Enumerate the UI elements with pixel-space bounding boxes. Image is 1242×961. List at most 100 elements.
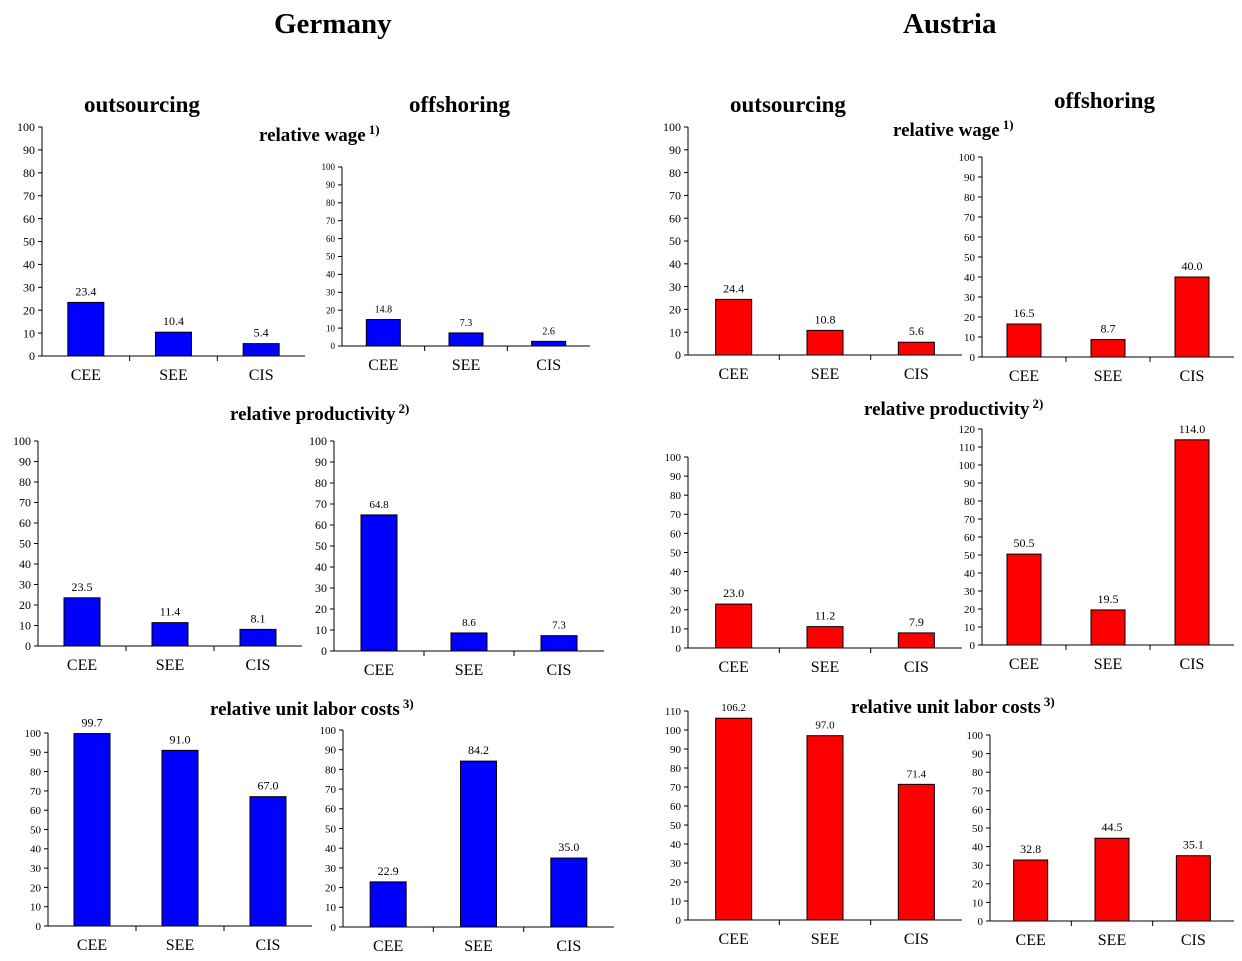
y-tick-label: 90 [30,747,42,759]
y-tick-label: 50 [19,537,31,551]
y-tick-label: 0 [676,915,682,927]
chart-germany-outsourcing-relative-wage: 0 10 20 30 40 50 60 70 80 90 100 23.4 CEE 10.4 SEE 5.4 C… [17,120,305,384]
y-tick-label: 50 [670,547,682,559]
y-tick-label: 20 [972,879,984,891]
value-label-cee: 23.5 [72,580,93,594]
y-tick-label: 90 [315,455,327,469]
y-tick-label: 10 [670,624,682,636]
y-tick-label: 80 [972,767,984,779]
y-tick-label: 80 [964,496,976,508]
y-tick-label: 90 [23,143,35,157]
bar-cis [897,783,935,921]
value-label-cee: 99.7 [82,716,103,730]
y-tick-label: 90 [670,471,682,483]
bar-cis [897,341,935,356]
value-label-cee: 14.8 [375,305,393,316]
bar-cis [1175,855,1211,922]
value-label-see: 8.7 [1101,322,1116,336]
y-tick-label: 50 [964,550,976,562]
bar-cis [550,857,588,928]
y-tick-label: 0 [331,341,336,351]
y-tick-label: 90 [326,180,336,190]
y-tick-label: 100 [959,460,976,472]
y-tick-label: 90 [964,478,976,490]
value-label-cee: 23.4 [75,284,96,298]
y-tick-label: 50 [325,823,337,835]
y-tick-label: 40 [670,566,682,578]
category-label-see: SEE [811,931,839,948]
y-tick-label: 20 [23,303,35,317]
value-label-see: 84.2 [468,743,489,757]
category-label-cee: CEE [1009,656,1039,673]
y-tick-label: 80 [30,766,42,778]
category-label-cee: CEE [77,937,107,954]
y-tick-label: 50 [972,823,984,835]
y-tick-label: 80 [315,476,327,490]
y-tick-label: 60 [964,532,976,544]
y-tick-label: 10 [315,623,327,637]
bar-cis [1174,439,1210,646]
value-label-see: 10.4 [163,314,184,328]
value-label-see: 7.3 [460,318,473,329]
austria-offshoring-header: offshoring [1054,88,1155,113]
category-label-see: SEE [1094,368,1122,385]
y-tick-label: 100 [665,725,682,737]
germany-offshoring-header: offshoring [409,92,510,117]
y-tick-label: 40 [30,844,42,856]
category-label-cee: CEE [1009,368,1039,385]
value-label-cee: 106.2 [721,702,746,714]
bar-cee [1013,859,1049,922]
y-tick-label: 70 [325,784,337,796]
chart-germany-offshoring-relative-wage: 0 10 20 30 40 50 60 70 80 90 100 14.8 CEE 7.3 SEE 2.6 CI… [322,162,590,374]
bar-cee [715,298,753,356]
y-tick-label: 0 [978,916,984,928]
germany-productivity-title: relative productivity 2) [230,401,410,425]
value-label-see: 44.5 [1102,820,1123,834]
y-tick-label: 60 [23,212,35,226]
y-tick-label: 100 [25,728,42,740]
category-label-cee: CEE [67,657,97,674]
y-tick-label: 50 [670,820,682,832]
y-tick-label: 20 [964,312,976,324]
y-tick-label: 70 [972,786,984,798]
germany-wage-title: relative wage 1) [259,122,380,146]
category-label-cis: CIS [1180,368,1205,385]
value-label-cis: 5.4 [254,326,269,340]
value-label-cis: 7.3 [552,620,566,632]
category-label-cis: CIS [547,662,572,679]
bar-see [806,329,844,356]
y-tick-label: 70 [669,189,681,203]
y-tick-label: 20 [19,598,31,612]
y-tick-label: 70 [670,782,682,794]
y-tick-label: 20 [670,605,682,617]
y-tick-label: 100 [320,725,337,737]
value-label-see: 8.6 [462,617,476,629]
y-tick-label: 0 [321,644,327,658]
y-tick-label: 0 [970,640,976,652]
y-tick-label: 80 [669,166,681,180]
value-label-cis: 114.0 [1179,422,1206,436]
y-tick-label: 40 [326,270,336,280]
y-tick-label: 0 [36,921,42,933]
germany-ulc-title: relative unit labor costs 3) [210,696,414,720]
y-tick-label: 30 [670,858,682,870]
category-label-cee: CEE [364,662,394,679]
value-label-cee: 32.8 [1020,842,1041,856]
category-label-cis: CIS [536,357,561,374]
y-tick-label: 60 [670,801,682,813]
bar-cis [531,340,567,347]
y-tick-label: 30 [964,586,976,598]
value-label-cis: 7.9 [909,615,924,629]
bar-cee [67,301,105,357]
bar-cis [242,343,280,357]
y-tick-label: 70 [19,496,31,510]
category-label-cee: CEE [71,367,101,384]
y-tick-label: 0 [29,349,35,363]
y-tick-label: 30 [19,578,31,592]
bar-see [450,632,488,652]
y-tick-label: 80 [964,192,976,204]
bar-cis [249,796,287,927]
y-tick-label: 60 [326,234,336,244]
y-tick-label: 60 [972,804,984,816]
chart-germany-outsourcing-relative-unit-labor-costs: 0 10 20 30 40 50 60 70 80 90 100 99.7 CEE 91.0 SEE 67.0… [25,716,312,954]
